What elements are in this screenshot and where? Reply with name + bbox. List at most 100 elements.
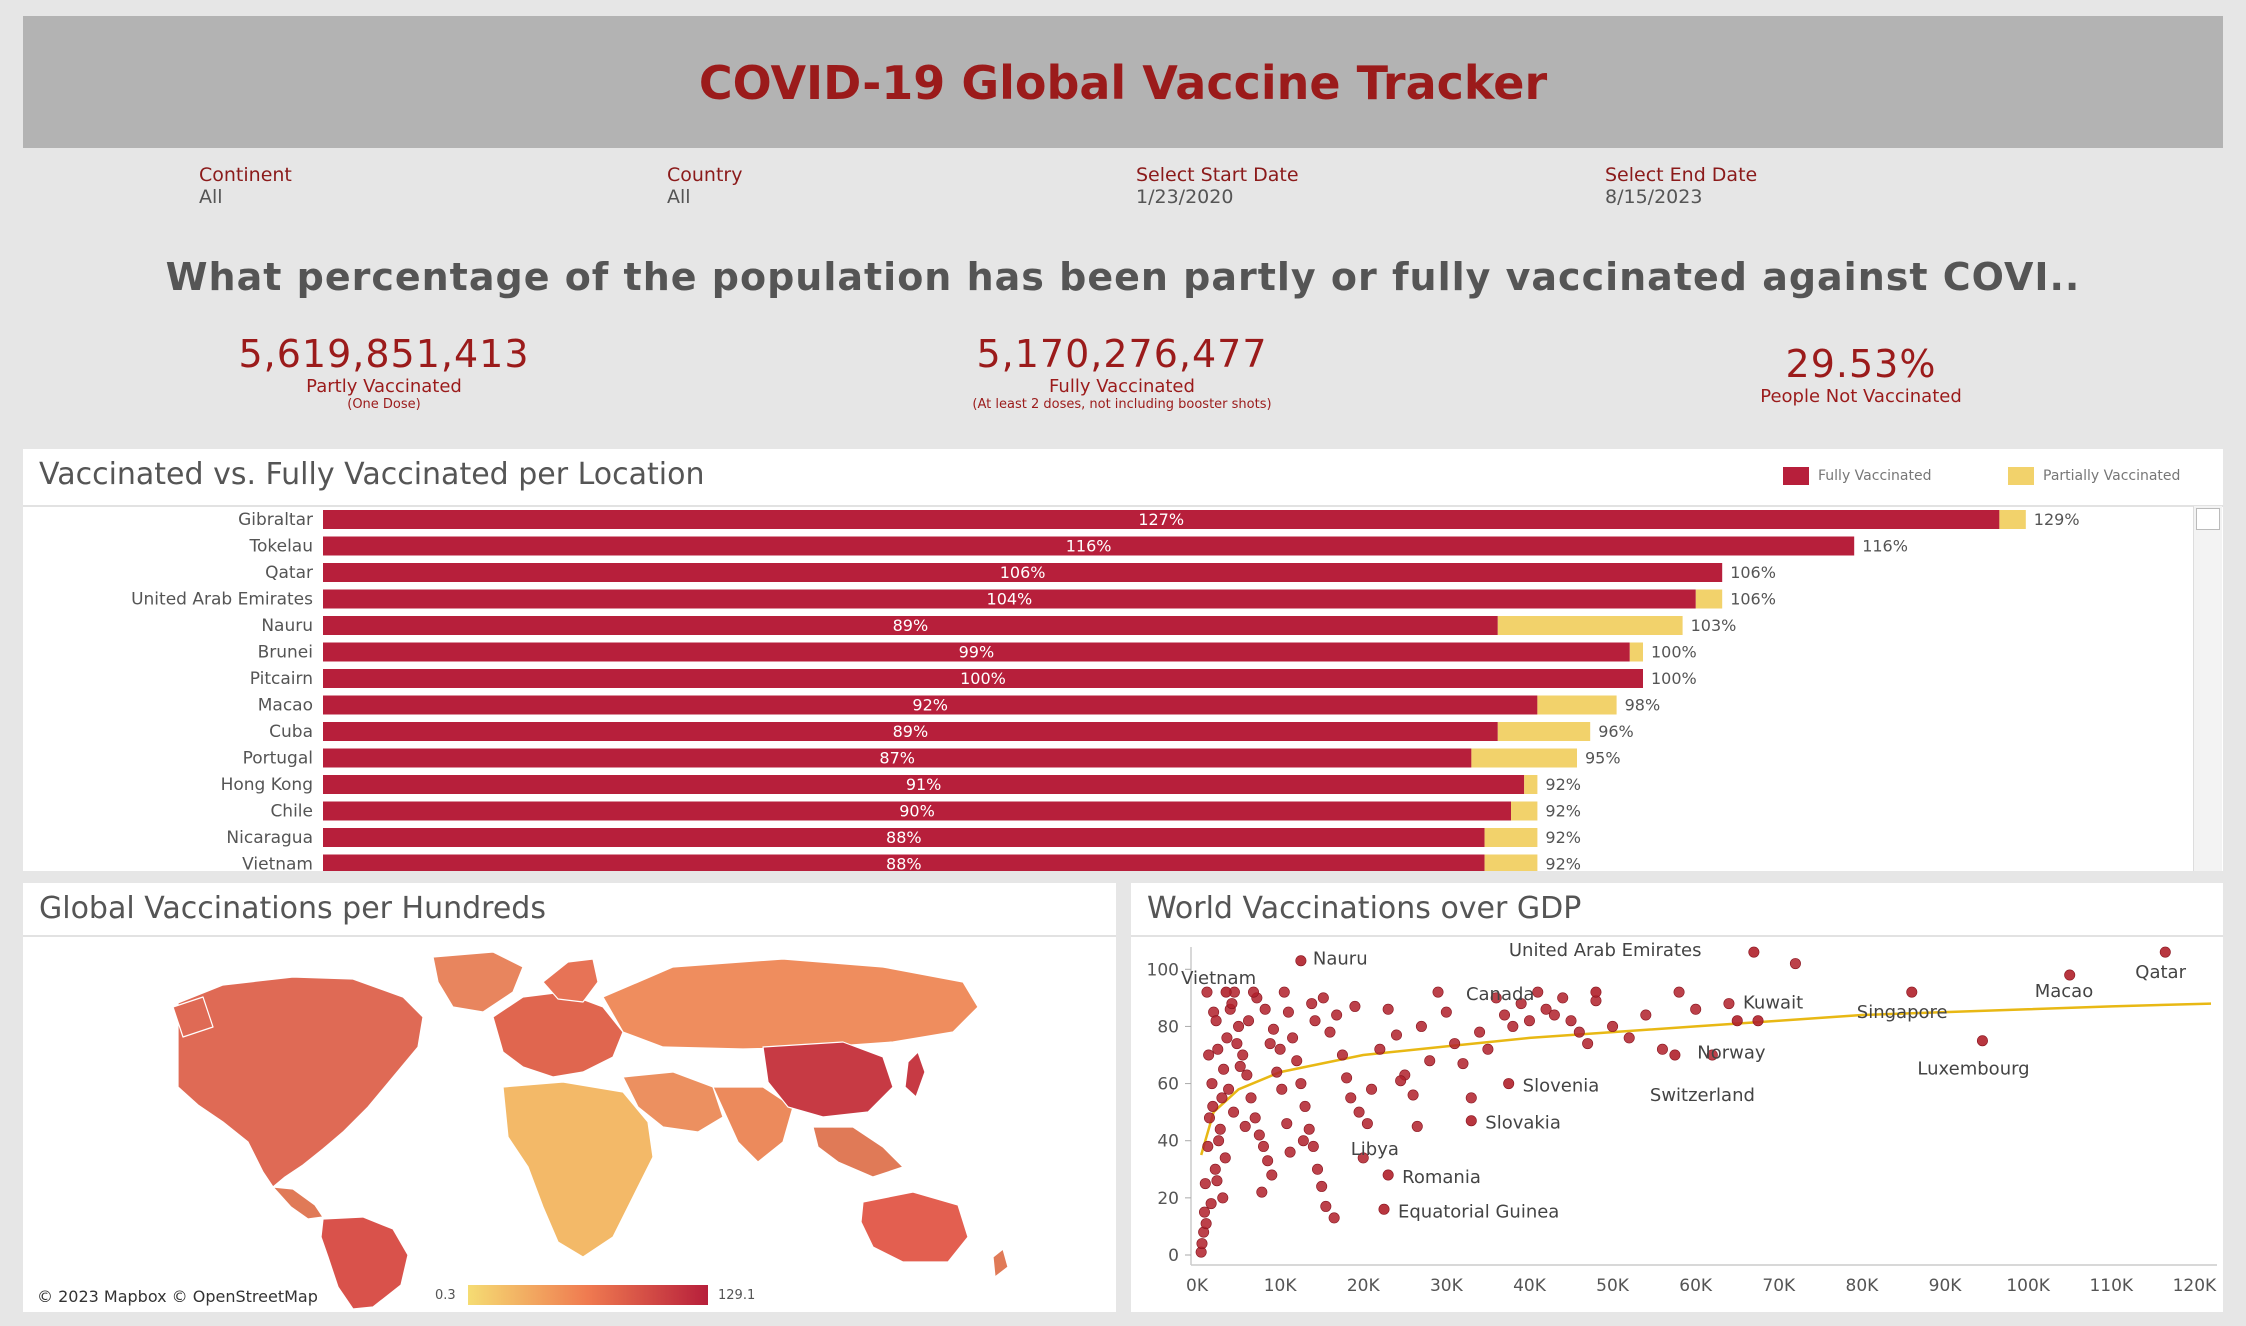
bar-partially-vaccinated bbox=[1471, 748, 1577, 768]
scatter-point-label: United Arab Emirates bbox=[1509, 940, 1702, 961]
region-southeast-asia bbox=[812, 1126, 904, 1178]
scrollbar[interactable] bbox=[2193, 506, 2222, 871]
scatter-point bbox=[1623, 1032, 1635, 1044]
region-north-america bbox=[177, 976, 424, 1188]
kpi-label: People Not Vaccinated bbox=[1760, 386, 1962, 407]
scatter-point-label: Qatar bbox=[2135, 962, 2186, 983]
bar-category-label: Nauru bbox=[261, 616, 313, 636]
scatter-point bbox=[1223, 1083, 1235, 1095]
x-tick-label: 50K bbox=[1596, 1276, 1630, 1296]
scatter-point bbox=[1449, 1038, 1461, 1050]
scatter-point bbox=[1281, 1118, 1293, 1130]
scatter-point bbox=[1202, 1140, 1214, 1152]
scatter-point bbox=[1201, 986, 1213, 998]
bar-total-label: 98% bbox=[1625, 696, 1661, 715]
bar-value-label: 116% bbox=[1066, 537, 1112, 556]
map-panel: Global Vaccinations per Hundreds bbox=[23, 883, 1116, 1312]
scatter-point bbox=[1690, 1003, 1702, 1015]
scatter-point bbox=[1499, 1009, 1511, 1021]
legend-label-fully: Fully Vaccinated bbox=[1818, 468, 1932, 484]
filter-continent[interactable]: Continent All bbox=[199, 164, 292, 208]
bar-total-label: 92% bbox=[1545, 828, 1581, 847]
scatter-point bbox=[1239, 1120, 1251, 1132]
filter-start-date[interactable]: Select Start Date 1/23/2020 bbox=[1136, 164, 1299, 208]
scatter-point-label: Singapore bbox=[1857, 1002, 1948, 1023]
region-scandinavia bbox=[542, 958, 599, 1003]
scatter-point bbox=[1199, 1178, 1211, 1190]
scatter-point bbox=[1243, 1015, 1255, 1027]
scatter-point-label: Canada bbox=[1466, 984, 1535, 1005]
scatter-point bbox=[1457, 1058, 1469, 1070]
scatter-point bbox=[1424, 1055, 1436, 1067]
filter-country[interactable]: Country All bbox=[667, 164, 742, 208]
world-map[interactable]: © 2023 Mapbox © OpenStreetMap 0.3 129.1 bbox=[23, 937, 1116, 1312]
scatter-point bbox=[1395, 1075, 1407, 1087]
bar-category-label: Qatar bbox=[265, 563, 313, 583]
region-south-asia bbox=[712, 1086, 794, 1163]
bar-partially-vaccinated bbox=[1999, 510, 2026, 529]
scatter-point bbox=[1317, 992, 1329, 1004]
scatter-point bbox=[1274, 1043, 1286, 1055]
x-tick-label: 80K bbox=[1846, 1276, 1880, 1296]
bar-fully-vaccinated bbox=[323, 642, 1630, 662]
scatter-point bbox=[1640, 1009, 1652, 1021]
bar-total-label: 100% bbox=[1651, 669, 1697, 688]
scatter-point bbox=[1282, 1006, 1294, 1018]
bar-partially-vaccinated bbox=[1524, 775, 1538, 794]
scatter-point-labeled bbox=[1731, 1015, 1743, 1027]
y-tick-label: 40 bbox=[1157, 1132, 1179, 1152]
scatter-point bbox=[1432, 986, 1444, 998]
bar-fully-vaccinated bbox=[323, 669, 1643, 688]
bar-value-label: 104% bbox=[987, 590, 1033, 609]
bar-category-label: Nicaragua bbox=[226, 828, 313, 848]
filter-value: 8/15/2023 bbox=[1605, 186, 1703, 208]
dashboard-title: COVID-19 Global Vaccine Tracker bbox=[698, 56, 1548, 110]
scatter-point-label: Libya bbox=[1351, 1139, 1399, 1160]
bar-fully-vaccinated bbox=[323, 775, 1525, 794]
scatter-point bbox=[1353, 1106, 1365, 1118]
scatter-point bbox=[1226, 998, 1238, 1010]
scatter-point bbox=[1548, 1009, 1560, 1021]
bar-fully-vaccinated bbox=[323, 828, 1485, 847]
bar-partially-vaccinated bbox=[1695, 589, 1723, 609]
filter-value: 1/23/2020 bbox=[1136, 186, 1234, 208]
bar-total-label: 106% bbox=[1730, 563, 1776, 582]
scatter-point bbox=[1248, 986, 1260, 998]
scatter-point bbox=[1209, 1163, 1221, 1175]
scatter-point bbox=[1309, 1015, 1321, 1027]
filter-label: Select Start Date bbox=[1136, 164, 1299, 186]
scatter-point-labeled bbox=[1295, 955, 1307, 967]
bar-fully-vaccinated bbox=[323, 536, 1855, 556]
bar-total-label: 95% bbox=[1585, 749, 1621, 768]
bar-value-label: 89% bbox=[893, 722, 929, 741]
scatter-point bbox=[1507, 1020, 1519, 1032]
scatter-point bbox=[1607, 1020, 1619, 1032]
x-tick-label: 110K bbox=[2089, 1276, 2133, 1296]
scatter-point-label: Vietnam bbox=[1181, 968, 1256, 989]
x-tick-label: 70K bbox=[1762, 1276, 1796, 1296]
bar-total-label: 116% bbox=[1862, 537, 1908, 556]
scrollbar-thumb[interactable] bbox=[2196, 508, 2220, 530]
bar-total-label: 92% bbox=[1545, 775, 1581, 794]
title-bar: COVID-19 Global Vaccine Tracker bbox=[23, 16, 2223, 148]
scatter-point-label: Nauru bbox=[1313, 949, 1368, 970]
kpi-not-vaccinated: 29.53% People Not Vaccinated bbox=[1661, 342, 2061, 407]
region-greenland bbox=[432, 951, 524, 1013]
scatter-point-label: Romania bbox=[1402, 1167, 1481, 1188]
bar-chart-panel: Vaccinated vs. Fully Vaccinated per Loca… bbox=[23, 449, 2223, 871]
bar-partially-vaccinated bbox=[1511, 801, 1538, 821]
scatter-point-labeled bbox=[1976, 1035, 1988, 1047]
bar-partially-vaccinated bbox=[1537, 695, 1617, 715]
bar-category-label: Pitcairn bbox=[250, 669, 313, 689]
bar-category-label: Gibraltar bbox=[238, 510, 313, 530]
scatter-point bbox=[1205, 1198, 1217, 1210]
x-tick-label: 90K bbox=[1929, 1276, 1963, 1296]
scatter-point bbox=[1345, 1092, 1357, 1104]
scatter-point bbox=[1582, 1038, 1594, 1050]
scatter-point bbox=[1331, 1009, 1343, 1021]
scatter-point-label: Luxembourg bbox=[1917, 1059, 2029, 1080]
x-tick-label: 20K bbox=[1347, 1276, 1381, 1296]
bar-fully-vaccinated bbox=[323, 589, 1696, 609]
bar-fully-vaccinated bbox=[323, 854, 1485, 871]
filter-end-date[interactable]: Select End Date 8/15/2023 bbox=[1605, 164, 1757, 208]
